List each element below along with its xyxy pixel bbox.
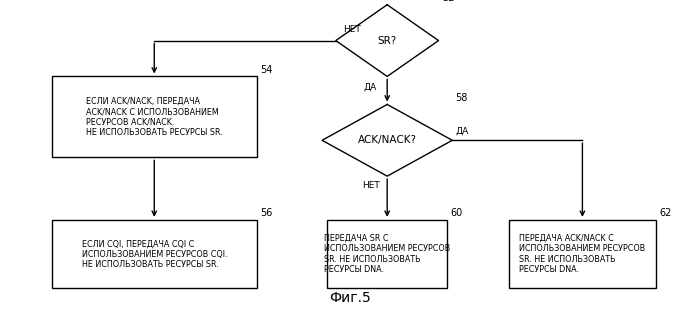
Text: ДА: ДА bbox=[456, 127, 469, 135]
Text: НЕТ: НЕТ bbox=[363, 181, 380, 190]
Text: SR?: SR? bbox=[377, 36, 397, 45]
Bar bbox=[52, 76, 257, 157]
Text: 54: 54 bbox=[261, 65, 273, 75]
Bar bbox=[509, 220, 656, 288]
Text: ACK/NACK?: ACK/NACK? bbox=[358, 135, 417, 145]
Text: ЕСЛИ CQI, ПЕРЕДАЧА CQI С
ИСПОЛЬЗОВАНИЕМ РЕСУРСОВ CQI.
НЕ ИСПОЛЬЗОВАТЬ РЕСУРСЫ SR: ЕСЛИ CQI, ПЕРЕДАЧА CQI С ИСПОЛЬЗОВАНИЕМ … bbox=[82, 239, 227, 269]
Text: 52: 52 bbox=[442, 0, 454, 3]
Text: 58: 58 bbox=[456, 93, 468, 103]
Text: ПЕРЕДАЧА SR С
ИСПОЛЬЗОВАНИЕМ РЕСУРСОВ
SR. НЕ ИСПОЛЬЗОВАТЬ
РЕСУРСЫ DNA.: ПЕРЕДАЧА SR С ИСПОЛЬЗОВАНИЕМ РЕСУРСОВ SR… bbox=[324, 234, 450, 274]
Text: ЕСЛИ ACK/NACK, ПЕРЕДАЧА
ACK/NACK С ИСПОЛЬЗОВАНИЕМ
РЕСУРСОВ ACK/NACK.
НЕ ИСПОЛЬЗО: ЕСЛИ ACK/NACK, ПЕРЕДАЧА ACK/NACK С ИСПОЛ… bbox=[86, 97, 223, 137]
Bar bbox=[52, 220, 257, 288]
Text: ПЕРЕДАЧА ACK/NACK С
ИСПОЛЬЗОВАНИЕМ РЕСУРСОВ
SR. НЕ ИСПОЛЬЗОВАТЬ
РЕСУРСЫ DNA.: ПЕРЕДАЧА ACK/NACK С ИСПОЛЬЗОВАНИЕМ РЕСУР… bbox=[519, 234, 646, 274]
Text: 62: 62 bbox=[659, 208, 672, 218]
Text: Фиг.5: Фиг.5 bbox=[329, 292, 370, 306]
Text: 56: 56 bbox=[261, 208, 273, 218]
Text: ДА: ДА bbox=[363, 83, 377, 92]
Text: 60: 60 bbox=[451, 208, 463, 218]
Text: НЕТ: НЕТ bbox=[343, 25, 361, 34]
Bar bbox=[327, 220, 447, 288]
